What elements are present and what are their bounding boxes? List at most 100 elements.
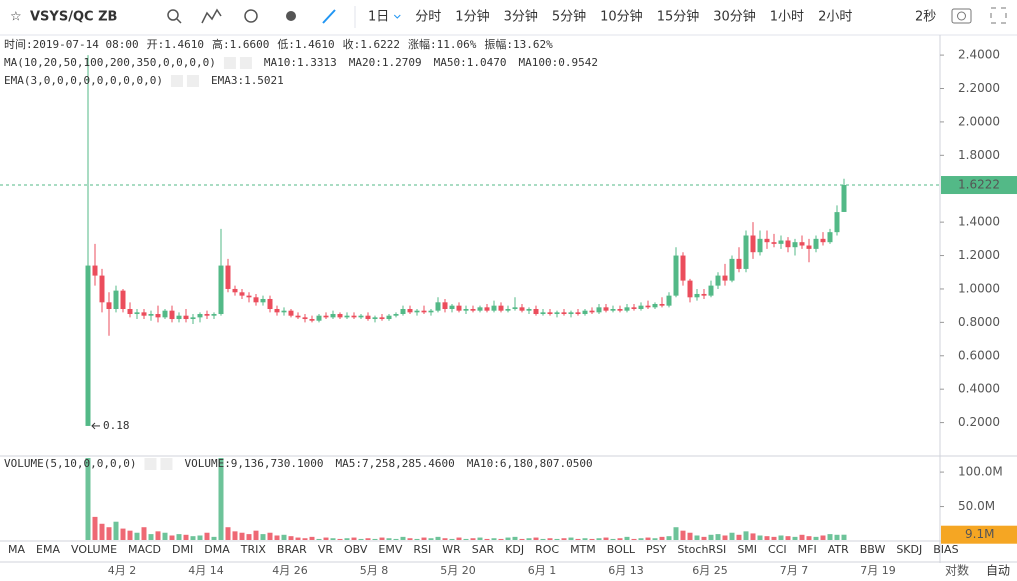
close-button[interactable] <box>160 458 173 470</box>
volume-bar <box>246 534 252 540</box>
indicator-tab[interactable]: VOLUME <box>71 543 117 556</box>
candle-body <box>645 305 651 308</box>
candle-body <box>400 309 406 315</box>
indicator-tab[interactable]: ATR <box>828 543 849 556</box>
indicator-tab[interactable]: VR <box>318 543 334 556</box>
volume-bar <box>547 538 553 540</box>
candle-body <box>617 309 623 311</box>
volume-bar <box>610 538 616 540</box>
candle-body <box>393 314 399 316</box>
interval-button[interactable]: 5分钟 <box>552 9 586 25</box>
candle-body <box>106 302 112 310</box>
interval-button[interactable]: 1小时 <box>770 10 804 25</box>
indicator-tab[interactable]: DMA <box>204 543 230 556</box>
indicator-value: EMA3:1.5021 <box>211 74 284 87</box>
indicator-tab[interactable]: BBW <box>860 543 886 556</box>
indicator-tab[interactable]: MFI <box>798 543 817 556</box>
candle-body <box>687 280 693 298</box>
volume-bar <box>498 538 504 540</box>
volume-bar <box>386 538 392 540</box>
search-icon[interactable] <box>167 9 179 21</box>
indicator-tab[interactable]: DMI <box>172 543 193 556</box>
candle-body <box>827 232 833 243</box>
indicator-tab[interactable]: MTM <box>570 543 596 556</box>
interval-button[interactable]: 1日 <box>368 10 389 25</box>
interval-button[interactable]: 15分钟 <box>657 9 700 25</box>
settings-button[interactable] <box>170 75 183 87</box>
close-button[interactable] <box>239 57 252 69</box>
indicator-icon[interactable] <box>201 8 222 24</box>
volume-bar <box>141 527 147 540</box>
settings-button[interactable] <box>223 57 236 69</box>
candle-body <box>176 315 182 320</box>
volume-bar <box>778 535 784 540</box>
candle-body <box>743 235 749 269</box>
candle-body <box>232 288 238 293</box>
candle-body <box>631 307 637 310</box>
volume-bar <box>113 521 119 540</box>
interval-button[interactable]: 1分钟 <box>455 9 489 25</box>
auto-button[interactable]: 自动 <box>986 564 1010 578</box>
volume-bar <box>218 458 224 540</box>
indicator-tab[interactable]: EMA <box>36 543 60 556</box>
candle-body <box>449 305 455 310</box>
last-price-box <box>941 176 1017 195</box>
candle-body <box>834 212 840 233</box>
candle-body <box>120 290 126 310</box>
candle-body <box>288 310 294 316</box>
interval-button[interactable]: 10分钟 <box>600 9 643 25</box>
indicator-tab[interactable]: StochRSI <box>677 543 726 556</box>
indicator-tab[interactable]: BIAS <box>933 543 958 556</box>
camera-icon[interactable] <box>951 8 972 24</box>
close-button[interactable] <box>186 75 199 87</box>
indicator-tab[interactable]: EMV <box>378 543 402 556</box>
refresh-rate[interactable]: 2秒 <box>915 10 936 25</box>
interval-button[interactable]: 30分钟 <box>713 9 756 25</box>
volume-bar <box>407 538 413 540</box>
volume-bar <box>253 530 259 540</box>
indicator-tab[interactable]: MA <box>8 543 25 556</box>
x-tick-label: 6月 25 <box>692 564 728 577</box>
indicator-tab[interactable]: SAR <box>472 543 495 556</box>
volume-bar <box>197 535 203 540</box>
interval-button[interactable]: 分时 <box>415 10 441 25</box>
indicator-tab[interactable]: RSI <box>413 543 431 556</box>
volume-bar <box>428 538 434 540</box>
indicator-value: MA10:1.3313 <box>264 56 337 69</box>
search-icon <box>176 18 182 24</box>
indicator-tab[interactable]: CCI <box>768 543 787 556</box>
indicator-tab[interactable]: OBV <box>344 543 368 556</box>
indicator-tab[interactable]: TRIX <box>240 543 267 556</box>
indicator-tab[interactable]: PSY <box>646 543 667 556</box>
symbol[interactable]: VSYS/QC ZB <box>30 10 117 25</box>
indicator-tab[interactable]: MACD <box>128 543 161 556</box>
interval-button[interactable]: 3分钟 <box>504 9 538 25</box>
low-label: 0.18 <box>103 419 130 432</box>
draw-icon[interactable] <box>322 9 336 24</box>
volume-bar <box>841 534 847 540</box>
indicator-tab[interactable]: SKDJ <box>896 543 922 556</box>
theme-icon[interactable] <box>286 11 296 21</box>
candle-body <box>477 307 483 311</box>
settings-button[interactable] <box>144 458 157 470</box>
volume-bar <box>519 538 525 540</box>
log-button[interactable]: 对数 <box>945 563 969 578</box>
volume-bar <box>540 538 546 540</box>
indicator-tab[interactable]: WR <box>442 543 461 556</box>
interval-button[interactable]: 2小时 <box>818 10 852 25</box>
indicator-tab[interactable]: BRAR <box>277 543 307 556</box>
candle-body <box>701 293 707 296</box>
fullscreen-icon[interactable] <box>990 7 1007 24</box>
volume-bar <box>484 538 490 540</box>
indicator-tab[interactable]: ROC <box>535 543 559 556</box>
volume-bar <box>344 538 350 540</box>
candle-body <box>134 312 140 315</box>
candle-body <box>351 315 357 318</box>
star-icon[interactable]: ☆ <box>10 10 22 25</box>
indicator-tab[interactable]: KDJ <box>505 543 524 556</box>
volume-bar <box>722 535 728 540</box>
indicator-tab[interactable]: SMI <box>737 543 757 556</box>
settings-icon[interactable] <box>244 9 258 23</box>
indicator-tab[interactable]: BOLL <box>607 543 636 556</box>
y-tick-label: 2.0000 <box>958 114 1000 128</box>
